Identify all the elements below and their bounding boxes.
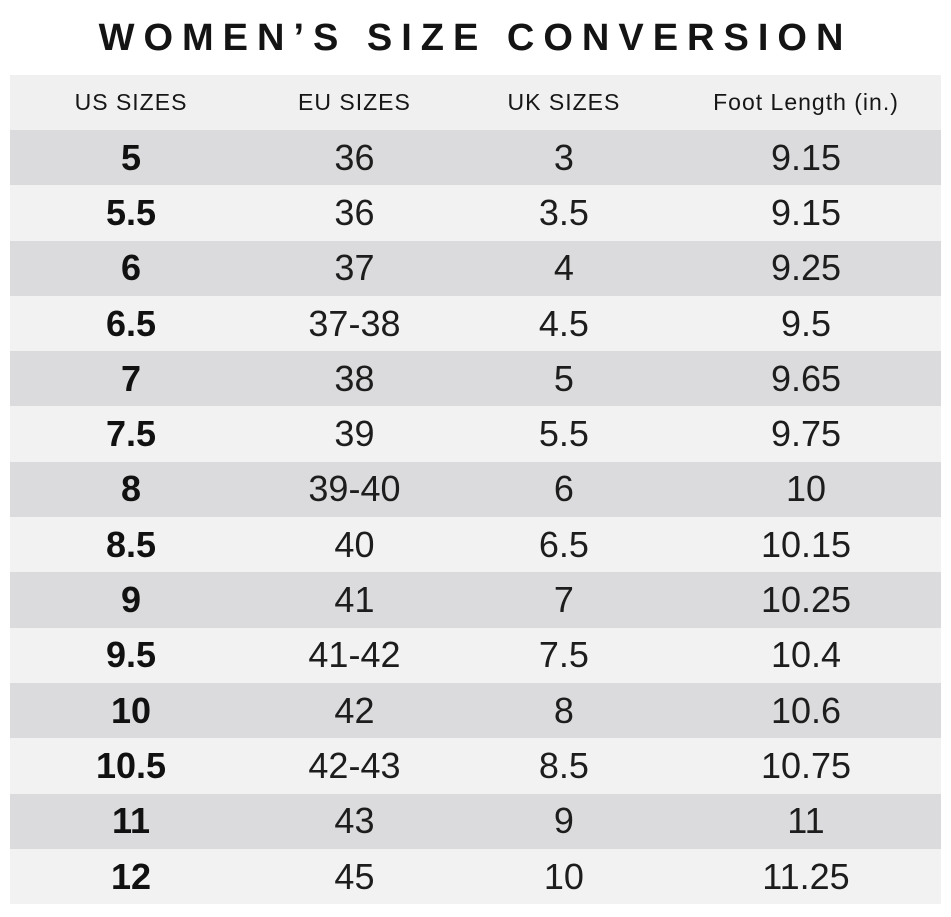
size-cell: 4.5 — [456, 295, 671, 352]
size-cell: 9.65 — [670, 351, 941, 407]
size-cell: 10 — [670, 461, 941, 518]
column-header: UK SIZES — [456, 75, 671, 130]
size-cell: 41 — [252, 572, 457, 628]
size-cell: 42 — [252, 682, 457, 739]
table-row: 10.5 42-43 8.5 10.75 — [10, 738, 941, 794]
table-body: 5 36 3 9.15 5.5 36 3.5 9.15 6 37 4 9.25 6.5 37-38 4.5 9… — [10, 130, 941, 905]
column-header: EU SIZES — [252, 75, 457, 130]
page-title: WOMEN’S SIZE CONVERSION — [98, 17, 853, 59]
size-cell: 10.25 — [670, 572, 941, 628]
us-size-cell: 11 — [10, 793, 253, 849]
us-size-cell: 7.5 — [10, 406, 253, 462]
size-cell: 8 — [456, 682, 671, 739]
size-cell: 39-40 — [252, 461, 457, 518]
size-cell: 11.25 — [670, 848, 941, 905]
size-cell: 43 — [252, 793, 457, 849]
us-size-cell: 10.5 — [10, 738, 253, 794]
table-row: 7.5 39 5.5 9.75 — [10, 406, 941, 462]
table-row: 6.5 37-38 4.5 9.5 — [10, 295, 941, 352]
size-cell: 9.25 — [670, 240, 941, 296]
us-size-cell: 6.5 — [10, 295, 253, 352]
size-cell: 39 — [252, 406, 457, 462]
table-row: 6 37 4 9.25 — [10, 240, 941, 296]
table-row: 12 45 10 11.25 — [10, 848, 941, 905]
size-conversion-table: US SIZES EU SIZES UK SIZES Foot Length (in.… — [10, 75, 941, 905]
us-size-cell: 8.5 — [10, 517, 253, 573]
size-cell: 8.5 — [456, 738, 671, 794]
table-row: 11 43 9 11 — [10, 793, 941, 849]
size-cell: 11 — [670, 793, 941, 849]
size-cell: 10.75 — [670, 738, 941, 794]
table-row: 5 36 3 9.15 — [10, 130, 941, 186]
us-size-cell: 8 — [10, 461, 253, 518]
us-size-cell: 7 — [10, 351, 253, 407]
us-size-cell: 6 — [10, 240, 253, 296]
size-cell: 38 — [252, 351, 457, 407]
size-cell: 4 — [456, 240, 671, 296]
size-cell: 37 — [252, 240, 457, 296]
table-row: 8 39-40 6 10 — [10, 461, 941, 518]
size-cell: 45 — [252, 848, 457, 905]
table-row: 7 38 5 9.65 — [10, 351, 941, 407]
us-size-cell: 9.5 — [10, 627, 253, 683]
size-cell: 10 — [456, 848, 671, 905]
table-row: 9 41 7 10.25 — [10, 572, 941, 628]
size-cell: 7.5 — [456, 627, 671, 683]
size-cell: 37-38 — [252, 295, 457, 352]
us-size-cell: 12 — [10, 848, 253, 905]
size-cell: 3 — [456, 130, 671, 186]
table-row: 9.5 41-42 7.5 10.4 — [10, 627, 941, 683]
column-header: US SIZES — [10, 75, 253, 130]
size-cell: 10.6 — [670, 682, 941, 739]
size-cell: 36 — [252, 185, 457, 241]
us-size-cell: 10 — [10, 682, 253, 739]
size-cell: 10.15 — [670, 517, 941, 573]
size-cell: 6 — [456, 461, 671, 518]
size-cell: 9.15 — [670, 130, 941, 186]
size-cell: 9.15 — [670, 185, 941, 241]
size-cell: 5.5 — [456, 406, 671, 462]
size-cell: 9.75 — [670, 406, 941, 462]
table-row: 10 42 8 10.6 — [10, 682, 941, 739]
size-cell: 41-42 — [252, 627, 457, 683]
column-header: Foot Length (in.) — [670, 75, 941, 130]
table-row: 5.5 36 3.5 9.15 — [10, 185, 941, 241]
size-cell: 40 — [252, 517, 457, 573]
us-size-cell: 5.5 — [10, 185, 253, 241]
size-cell: 5 — [456, 351, 671, 407]
size-cell: 36 — [252, 130, 457, 186]
size-cell: 3.5 — [456, 185, 671, 241]
size-cell: 42-43 — [252, 738, 457, 794]
size-cell: 6.5 — [456, 517, 671, 573]
size-cell: 7 — [456, 572, 671, 628]
us-size-cell: 9 — [10, 572, 253, 628]
column-headers: US SIZES EU SIZES UK SIZES Foot Length (in.… — [10, 75, 941, 130]
table-header: US SIZES EU SIZES UK SIZES Foot Length (in.… — [10, 75, 941, 130]
table-row: 8.5 40 6.5 10.15 — [10, 517, 941, 573]
size-cell: 10.4 — [670, 627, 941, 683]
size-cell: 9 — [456, 793, 671, 849]
size-cell: 9.5 — [670, 295, 941, 352]
us-size-cell: 5 — [10, 130, 253, 186]
